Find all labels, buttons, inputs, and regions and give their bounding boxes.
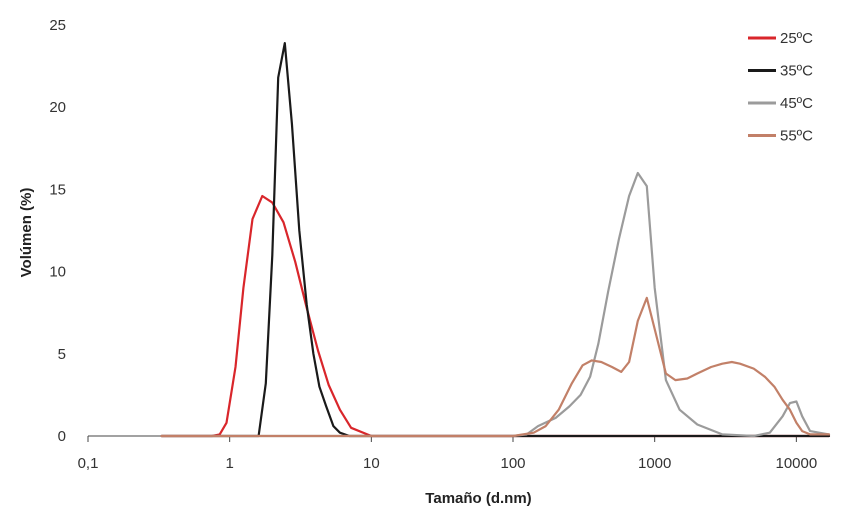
y-tick-label: 25 [49,17,66,34]
series-line-4 [160,296,831,438]
x-tick-label: 1000 [638,455,671,472]
y-axis-label: Volúmen (%) [18,188,35,278]
legend: 25ºC 35ºC 45ºC 55ºC [748,30,813,145]
y-tick-label: 5 [58,346,66,363]
x-axis-label: Tamaño (d.nm) [425,490,531,507]
y-tick-label: 15 [49,181,66,198]
y-tick-label: 0 [58,428,66,445]
legend-label: 45ºC [780,95,813,112]
series-line-1 [160,194,831,438]
x-tick-label: 1 [225,455,233,472]
x-tick-label: 100 [500,455,525,472]
legend-label: 55ºC [780,128,813,145]
x-tick-label: 10 [363,455,380,472]
x-tick-label: 0,1 [78,455,99,472]
series-line-3 [160,171,831,438]
series-line-2 [160,42,831,438]
series-group [160,42,831,438]
y-tick-label: 10 [49,264,66,281]
x-tick-label: 10000 [775,455,817,472]
legend-label: 25ºC [780,30,813,47]
legend-label: 35ºC [780,63,813,80]
y-tick-label: 20 [49,99,66,116]
axes: 0,1 1 10 100 1000 10000 0 5 10 15 20 25 [49,17,829,472]
